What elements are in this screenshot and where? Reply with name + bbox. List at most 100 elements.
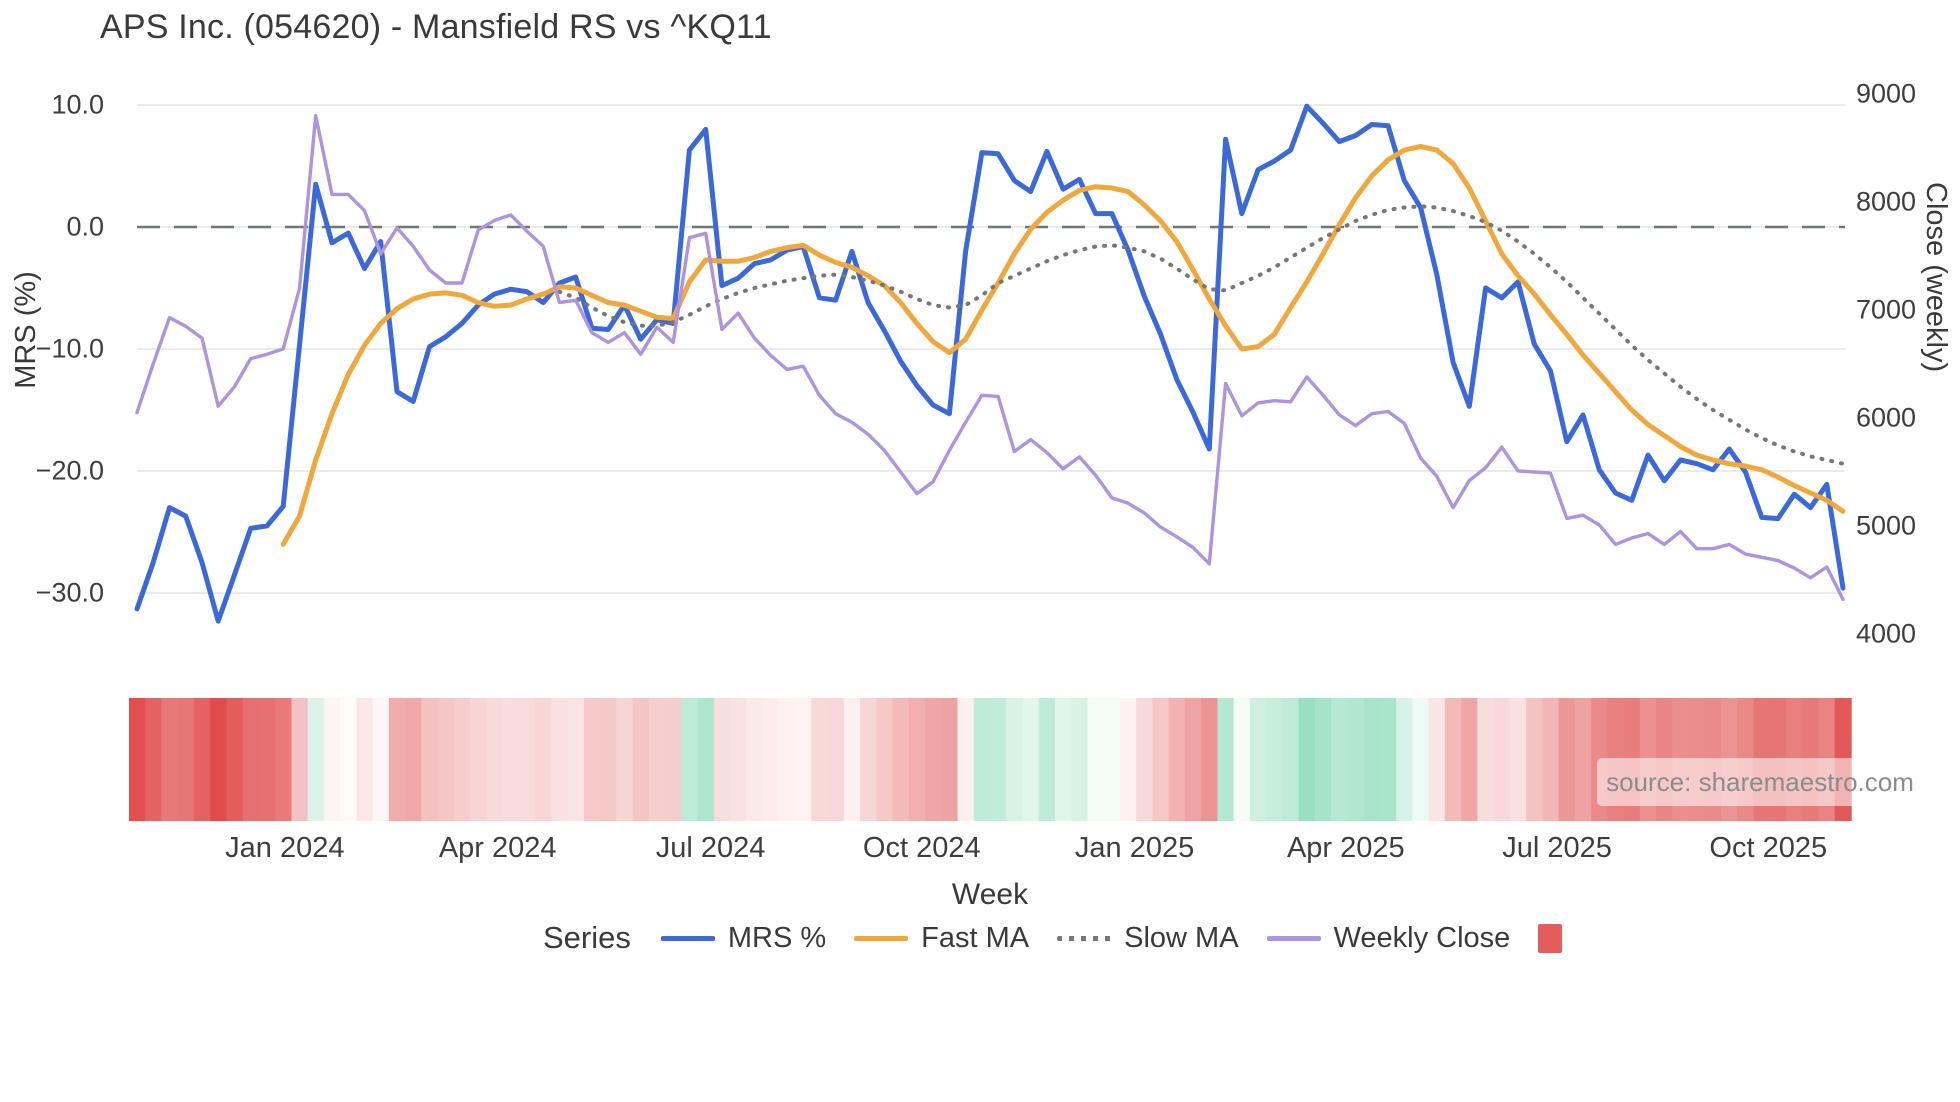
heatmap-cell	[1119, 698, 1137, 821]
legend-items: MRS % Fast MA Slow MA Weekly Close	[660, 921, 1590, 955]
heatmap-cell	[746, 698, 764, 821]
heatmap-cell	[372, 698, 390, 821]
legend-title: Series	[543, 920, 631, 955]
heatmap-cell	[648, 698, 666, 821]
heatmap-cell	[730, 698, 748, 821]
heatmap-cell	[925, 698, 942, 821]
heatmap-cell	[973, 698, 991, 821]
heatmap-cell	[583, 698, 601, 821]
heatmap-cell	[1201, 698, 1219, 821]
heatmap-cell	[1249, 698, 1267, 821]
heatmap-cell	[453, 698, 471, 821]
legend-line-swatch	[1057, 935, 1112, 941]
heatmap-cell	[470, 698, 488, 821]
heatmap-cell	[502, 698, 520, 821]
heatmap-cell	[778, 698, 796, 821]
heatmap-cell	[616, 698, 634, 821]
heatmap-cell	[1347, 698, 1365, 821]
heatmap-cell	[129, 698, 146, 821]
watermark: source: sharemaestro.com	[1597, 758, 1923, 806]
heatmap-cell	[307, 698, 325, 821]
heatmap-cell	[551, 698, 569, 821]
x-tick: Oct 2024	[862, 832, 981, 864]
heatmap-cell	[843, 698, 861, 821]
heatmap-cell	[323, 698, 341, 821]
heatmap-cell	[827, 698, 845, 821]
heatmap-cell	[795, 698, 813, 821]
y-right-tick: 8000	[1856, 186, 1917, 217]
heatmap-cell	[421, 698, 439, 821]
heatmap-cell	[210, 698, 228, 821]
y-left-tick: −30.0	[35, 577, 104, 608]
heatmap-cell	[1184, 698, 1202, 821]
x-axis-title: Week	[951, 878, 1029, 911]
legend: Series MRS % Fast MA Slow MA Weekly Close	[543, 920, 1590, 956]
legend-item-heat-swatch[interactable]	[1538, 923, 1563, 953]
heatmap-cell	[1168, 698, 1186, 821]
heatmap-cell	[1396, 698, 1414, 821]
x-tick: Jul 2024	[655, 832, 766, 864]
heatmap-cell	[1006, 698, 1024, 821]
heatmap-cell	[1412, 698, 1430, 821]
heatmap-cell	[1509, 698, 1527, 821]
heatmap-cell	[535, 698, 553, 821]
heatmap-cell	[1217, 698, 1235, 821]
heatmap-cell	[518, 698, 536, 821]
watermark-text: source: sharemaestro.com	[1606, 766, 1914, 797]
x-tick: Jul 2025	[1502, 832, 1612, 864]
heatmap-cell	[161, 698, 179, 821]
heatmap-cell	[1428, 698, 1446, 821]
page-title: APS Inc. (054620) - Mansfield RS vs ^KQ1…	[100, 8, 772, 46]
x-tick: Jan 2025	[1074, 832, 1195, 864]
heatmap-cell	[860, 698, 877, 821]
heatmap-cell	[291, 698, 309, 821]
heatmap-cell	[600, 698, 618, 821]
heatmap-cell	[1233, 698, 1251, 821]
heatmap-cell	[356, 698, 374, 821]
legend-line-swatch	[854, 935, 909, 941]
heatmap-legend-swatch	[1538, 923, 1563, 953]
legend-item-label: Weekly Close	[1333, 921, 1511, 954]
y-right-tick: 9000	[1856, 78, 1917, 109]
heatmap-cell	[892, 698, 910, 821]
y-right-tick: 4000	[1856, 618, 1917, 649]
y-right-axis-title: Close (weekly)	[1920, 182, 1952, 373]
y-left-axis-title: MRS (%)	[10, 271, 42, 389]
heatmap-cell	[1314, 698, 1332, 821]
y-right-tick: 7000	[1856, 294, 1917, 325]
heatmap-cell	[876, 698, 894, 821]
y-right-tick: 6000	[1856, 402, 1917, 433]
heatmap-cell	[1477, 698, 1495, 821]
heatmap-cell	[1022, 698, 1040, 821]
heatmap-cell	[1087, 698, 1105, 821]
heatmap-cell	[258, 698, 276, 821]
heatmap-cell	[1461, 698, 1479, 821]
series-line-mrs	[134, 103, 1846, 624]
heatmap-cell	[1266, 698, 1284, 821]
x-tick: Apr 2024	[438, 832, 557, 864]
legend-item-fast-ma[interactable]: Fast MA	[854, 922, 1029, 955]
y-left-tick: 10.0	[51, 89, 104, 120]
heatmap-cell	[567, 698, 585, 821]
heatmap-cell	[1526, 698, 1544, 821]
heatmap-cell	[1298, 698, 1316, 821]
legend-item-mrs-[interactable]: MRS %	[660, 921, 827, 955]
heatmap-cell	[1136, 698, 1154, 821]
heatmap-cell	[1558, 698, 1576, 821]
heatmap-cell	[713, 698, 731, 821]
heatmap-cell	[1152, 698, 1170, 821]
legend-line-swatch	[660, 935, 715, 941]
heatmap-cell	[1331, 698, 1349, 821]
heatmap-cell	[1493, 698, 1511, 821]
heatmap-cell	[1054, 698, 1072, 821]
heatmap-cell	[1574, 698, 1592, 821]
heatmap-cell	[632, 698, 650, 821]
legend-item-label: MRS %	[727, 921, 827, 954]
heatmap-cell	[1282, 698, 1300, 821]
legend-item-slow-ma[interactable]: Slow MA	[1057, 922, 1239, 955]
heatmap-cell	[1103, 698, 1121, 821]
legend-item-weekly-close[interactable]: Weekly Close	[1266, 921, 1511, 955]
x-tick: Jan 2024	[225, 832, 345, 864]
heatmap-cell	[941, 698, 959, 821]
